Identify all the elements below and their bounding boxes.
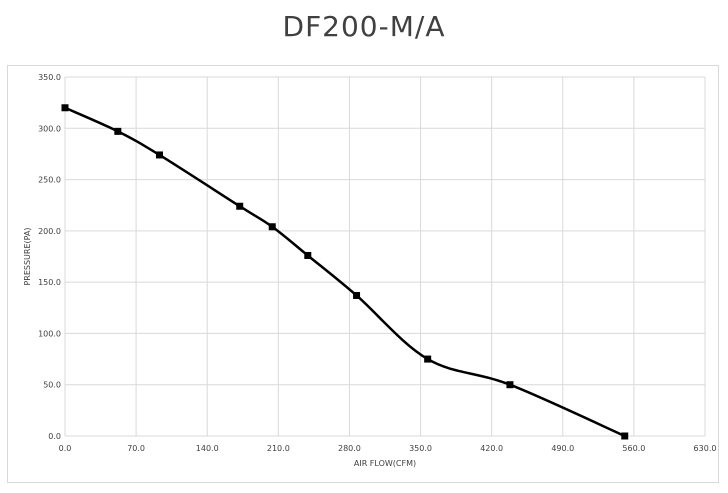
grid-lines xyxy=(64,76,706,437)
y-tick-label: 250.0 xyxy=(38,176,61,185)
x-tick-label: 210.0 xyxy=(267,444,290,453)
x-tick-label: 70.0 xyxy=(127,444,145,453)
data-point-marker xyxy=(424,355,432,363)
series-line xyxy=(64,106,626,438)
x-tick-label: 0.0 xyxy=(59,444,72,453)
data-point-marker xyxy=(114,127,122,135)
y-tick-label: 150.0 xyxy=(38,278,61,287)
x-tick-label: 140.0 xyxy=(196,444,219,453)
chart-frame xyxy=(7,65,719,483)
data-point-marker xyxy=(61,104,69,112)
data-point-marker xyxy=(155,151,163,159)
data-point-marker xyxy=(621,432,629,440)
y-tick-label: 300.0 xyxy=(38,124,61,133)
chart-title: DF200-M/A xyxy=(282,10,446,43)
y-tick-label: 350.0 xyxy=(38,73,61,82)
y-axis-title: PRESSURE(PA) xyxy=(23,227,32,285)
x-tick-label: 560.0 xyxy=(622,444,645,453)
tick-labels: 0.0 50.0 100.0 150.0 200.0 250.0 300.0 350.0 0.0… xyxy=(38,73,716,453)
y-tick-label: 0.0 xyxy=(48,432,61,441)
series-layer xyxy=(61,104,629,440)
y-tick-label: 50.0 xyxy=(43,381,61,390)
x-tick-label: 280.0 xyxy=(338,444,361,453)
data-point-marker xyxy=(506,381,514,389)
x-tick-label: 350.0 xyxy=(409,444,432,453)
x-tick-label: 420.0 xyxy=(480,444,503,453)
y-tick-label: 100.0 xyxy=(38,329,61,338)
data-point-marker xyxy=(236,202,244,210)
x-tick-label: 490.0 xyxy=(551,444,574,453)
data-point-marker xyxy=(353,291,361,299)
x-axis-title: AIR FLOW(CFM) xyxy=(354,459,416,468)
data-point-marker xyxy=(304,251,312,259)
data-point-marker xyxy=(268,223,276,231)
y-tick-label: 200.0 xyxy=(38,227,61,236)
x-tick-label: 630.0 xyxy=(694,444,717,453)
